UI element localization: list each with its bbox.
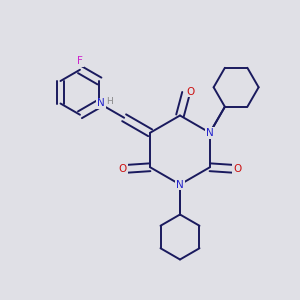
Text: N: N xyxy=(206,128,214,138)
Text: N: N xyxy=(176,179,184,190)
Text: F: F xyxy=(77,56,83,66)
Text: H: H xyxy=(106,97,113,106)
Text: N: N xyxy=(97,98,105,109)
Text: O: O xyxy=(119,164,127,174)
Text: O: O xyxy=(233,164,241,174)
Text: O: O xyxy=(187,86,195,97)
